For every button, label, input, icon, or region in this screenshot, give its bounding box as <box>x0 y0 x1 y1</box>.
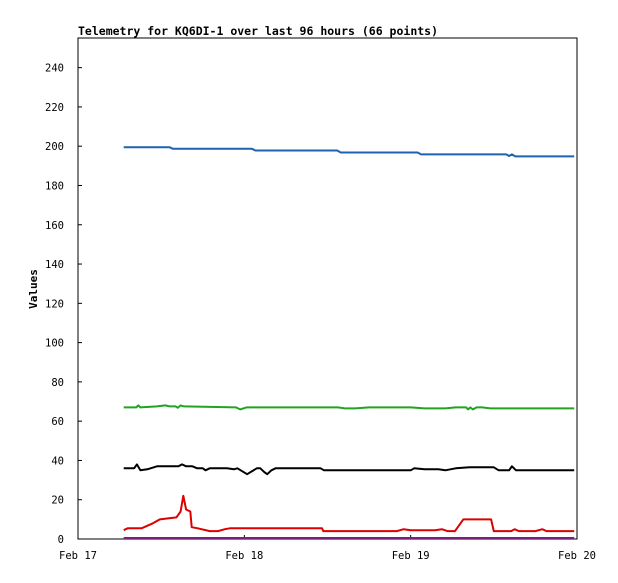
y-tick-label: 60 <box>51 416 64 428</box>
x-tick-label: Feb 17 <box>59 550 97 562</box>
y-tick-label: 180 <box>45 180 64 192</box>
y-tick-label: 140 <box>45 259 64 271</box>
y-tick-label: 100 <box>45 338 64 350</box>
y-tick-label: 40 <box>51 455 64 467</box>
series-line-3 <box>123 463 575 476</box>
series-line-2 <box>123 404 575 411</box>
x-tick-label: Feb 19 <box>392 550 430 562</box>
y-tick-label: 160 <box>45 220 64 232</box>
y-tick-label: 240 <box>45 63 64 75</box>
y-tick-label: 200 <box>45 141 64 153</box>
series-line-4 <box>123 494 575 533</box>
x-tick-label: Feb 18 <box>225 550 263 562</box>
y-tick-label: 220 <box>45 102 64 114</box>
y-axis-label: Values <box>27 269 40 309</box>
chart-title: Telemetry for KQ6DI-1 over last 96 hours… <box>78 24 438 38</box>
x-tick-label: Feb 20 <box>558 550 596 562</box>
y-tick-label: 20 <box>51 495 64 507</box>
y-tick-label: 120 <box>45 298 64 310</box>
y-tick-label: 80 <box>51 377 64 389</box>
axes-layer: 0 20 40 60 80 100 120 140 160 180 200 220 240 Feb 17 F… <box>45 63 596 562</box>
series-line-1 <box>123 146 575 158</box>
series-layer <box>123 146 575 539</box>
y-tick-label: 0 <box>58 534 64 546</box>
